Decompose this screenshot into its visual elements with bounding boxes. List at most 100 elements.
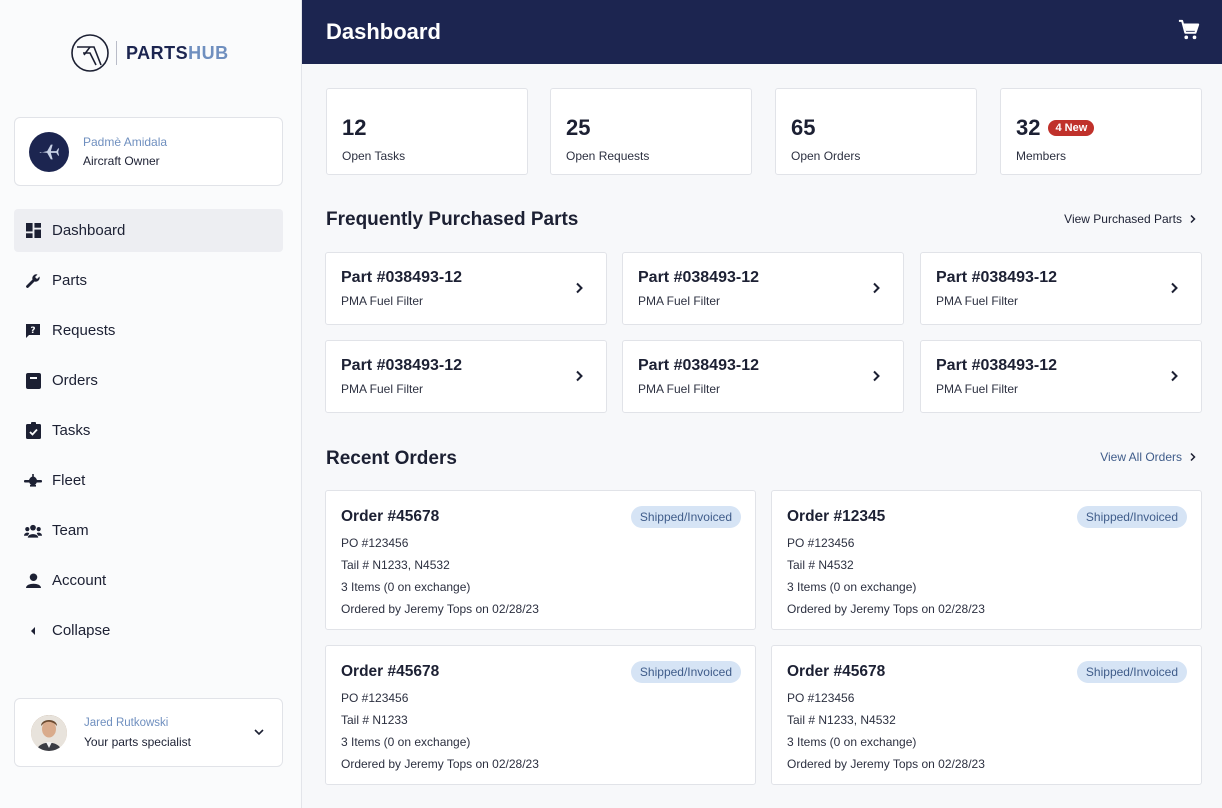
- view-purchased-parts-link[interactable]: View Purchased Parts: [1064, 212, 1198, 226]
- chevron-down-icon[interactable]: [252, 725, 266, 739]
- stat-card-open-requests[interactable]: 25 Open Requests: [550, 88, 752, 175]
- link-label: View Purchased Parts: [1064, 212, 1182, 226]
- nav-item-account[interactable]: Account: [14, 559, 283, 602]
- nav-item-orders[interactable]: Orders: [14, 359, 283, 402]
- chevron-right-icon: [576, 370, 583, 382]
- stat-value: 32: [1016, 115, 1041, 140]
- question-chat-icon: ?: [24, 322, 42, 340]
- stat-value: 25: [566, 115, 591, 140]
- nav-label: Parts: [52, 272, 88, 289]
- stat-value: 65: [791, 115, 816, 140]
- order-number: Order #12345: [787, 508, 886, 525]
- svg-text:?: ?: [30, 326, 35, 336]
- order-items: 3 Items (0 on exchange): [787, 735, 917, 749]
- specialist-role: Your parts specialist: [84, 734, 191, 749]
- nav-item-fleet[interactable]: Fleet: [14, 459, 283, 502]
- order-card[interactable]: Order #45678 Shipped/Invoiced PO #123456…: [771, 645, 1202, 785]
- stat-card-open-tasks[interactable]: 12 Open Tasks: [326, 88, 528, 175]
- person-icon: [24, 572, 42, 590]
- owner-role: Aircraft Owner: [83, 154, 160, 168]
- part-number: Part #038493-12: [936, 269, 1057, 286]
- order-ordered-by: Ordered by Jeremy Tops on 02/28/23: [787, 757, 985, 771]
- part-card[interactable]: Part #038493-12 PMA Fuel Filter: [920, 340, 1202, 413]
- part-number: Part #038493-12: [638, 357, 759, 374]
- stat-value-row: 32 4 New: [1016, 115, 1201, 141]
- part-description: PMA Fuel Filter: [936, 294, 1019, 308]
- order-items: 3 Items (0 on exchange): [341, 580, 471, 594]
- owner-avatar: [29, 131, 69, 172]
- owner-name: Padmè Amidala: [83, 135, 168, 149]
- caret-left-icon: [24, 622, 42, 640]
- chevron-right-icon: [1171, 282, 1178, 294]
- order-number: Order #45678: [787, 663, 886, 680]
- parts-hub-logo-icon: [71, 34, 109, 72]
- brand-name: PARTSHUB: [126, 42, 229, 63]
- nav-label: Requests: [52, 322, 116, 339]
- order-ordered-by: Ordered by Jeremy Tops on 02/28/23: [787, 602, 985, 616]
- order-ordered-by: Ordered by Jeremy Tops on 02/28/23: [341, 757, 539, 771]
- clipboard-check-icon: [24, 422, 42, 440]
- order-card[interactable]: Order #12345 Shipped/Invoiced PO #123456…: [771, 490, 1202, 630]
- order-tail: Tail # N4532: [787, 558, 854, 572]
- order-card[interactable]: Order #45678 Shipped/Invoiced PO #123456…: [325, 645, 756, 785]
- nav-item-collapse[interactable]: Collapse: [14, 609, 283, 652]
- order-po: PO #123456: [787, 691, 855, 705]
- nav-label: Team: [52, 522, 89, 539]
- order-po: PO #123456: [341, 536, 409, 550]
- chevron-right-icon: [873, 370, 880, 382]
- stat-card-open-orders[interactable]: 65 Open Orders: [775, 88, 977, 175]
- nav-label: Tasks: [52, 422, 91, 439]
- brand-logo[interactable]: PARTSHUB: [70, 33, 229, 73]
- nav-item-parts[interactable]: Parts: [14, 259, 283, 302]
- logo-divider: [116, 41, 117, 65]
- order-po: PO #123456: [341, 691, 409, 705]
- view-all-orders-link[interactable]: View All Orders: [1100, 450, 1198, 464]
- status-badge: Shipped/Invoiced: [1076, 661, 1187, 683]
- nav-item-dashboard[interactable]: Dashboard: [14, 209, 283, 252]
- stat-card-members[interactable]: 32 4 New Members: [1000, 88, 1202, 175]
- nav-label: Fleet: [52, 472, 86, 489]
- top-header: Dashboard: [302, 0, 1222, 64]
- part-card[interactable]: Part #038493-12 PMA Fuel Filter: [622, 340, 904, 413]
- stat-value: 12: [342, 115, 367, 140]
- part-card[interactable]: Part #038493-12 PMA Fuel Filter: [622, 252, 904, 325]
- chevron-right-icon: [1190, 452, 1196, 462]
- page-title: Dashboard: [326, 19, 441, 44]
- shopping-cart-icon[interactable]: [1178, 19, 1200, 41]
- nav-item-requests[interactable]: ? Requests: [14, 309, 283, 352]
- dashboard-icon: [24, 222, 42, 240]
- order-ordered-by: Ordered by Jeremy Tops on 02/28/23: [341, 602, 539, 616]
- order-card[interactable]: Order #45678 Shipped/Invoiced PO #123456…: [325, 490, 756, 630]
- part-card[interactable]: Part #038493-12 PMA Fuel Filter: [920, 252, 1202, 325]
- order-tail: Tail # N1233, N4532: [341, 558, 450, 572]
- new-members-badge: 4 New: [1048, 120, 1095, 136]
- chevron-right-icon: [576, 282, 583, 294]
- part-card[interactable]: Part #038493-12 PMA Fuel Filter: [325, 340, 607, 413]
- part-description: PMA Fuel Filter: [638, 382, 721, 396]
- airplane-icon: [39, 144, 60, 159]
- archive-box-icon: [24, 372, 42, 390]
- stat-label: Open Orders: [791, 149, 861, 163]
- specialist-card[interactable]: Jared Rutkowski Your parts specialist: [14, 698, 283, 767]
- order-number: Order #45678: [341, 508, 440, 525]
- nav-item-tasks[interactable]: Tasks: [14, 409, 283, 452]
- order-items: 3 Items (0 on exchange): [341, 735, 471, 749]
- part-number: Part #038493-12: [638, 269, 759, 286]
- nav-item-team[interactable]: Team: [14, 509, 283, 552]
- part-description: PMA Fuel Filter: [936, 382, 1019, 396]
- status-badge: Shipped/Invoiced: [630, 661, 741, 683]
- nav-label: Collapse: [52, 622, 111, 639]
- specialist-name: Jared Rutkowski: [84, 716, 169, 729]
- stat-label: Open Requests: [566, 149, 650, 163]
- nav-label: Orders: [52, 372, 98, 389]
- order-number: Order #45678: [341, 663, 440, 680]
- part-description: PMA Fuel Filter: [341, 382, 424, 396]
- part-card[interactable]: Part #038493-12 PMA Fuel Filter: [325, 252, 607, 325]
- order-tail: Tail # N1233, N4532: [787, 713, 896, 727]
- order-tail: Tail # N1233: [341, 713, 408, 727]
- sidebar: PARTSHUB Padmè Amidala Aircraft Owner Da…: [0, 0, 302, 808]
- owner-card[interactable]: Padmè Amidala Aircraft Owner: [14, 117, 283, 186]
- part-description: PMA Fuel Filter: [341, 294, 424, 308]
- specialist-avatar: [31, 714, 67, 751]
- parts-section-title: Frequently Purchased Parts: [326, 209, 579, 230]
